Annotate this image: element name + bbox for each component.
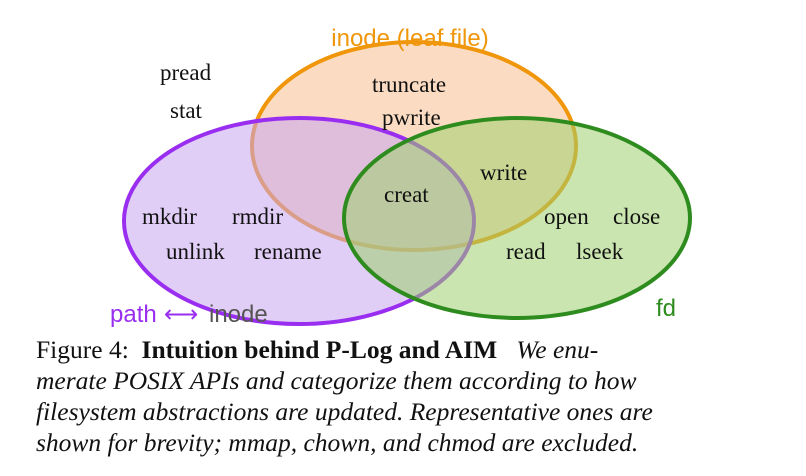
fd-set-label: fd (656, 295, 676, 322)
api-read: read (506, 239, 546, 264)
venn-diagram: inode (leaf file) path ⟷ inode fd pread … (110, 25, 692, 328)
api-rmdir: rmdir (232, 204, 283, 229)
caption-line-1: Figure 4: Intuition behind P-Log and AIM… (36, 334, 776, 365)
api-creat: creat (384, 182, 429, 207)
caption-text-4: shown for brevity; mmap, chown, and chmo… (36, 428, 639, 457)
caption-text-3: filesystem abstractions are updated. Rep… (36, 397, 653, 426)
fd-set-ellipse (342, 116, 692, 320)
figure-title: Intuition behind P-Log and AIM (141, 335, 498, 364)
figure-caption: Figure 4: Intuition behind P-Log and AIM… (36, 334, 776, 458)
path-set-label: path (110, 301, 157, 328)
inode-relation-label: inode (209, 301, 268, 328)
api-close: close (613, 204, 660, 229)
caption-text-2: merate POSIX APIs and categorize them ac… (36, 366, 637, 395)
api-write: write (480, 160, 527, 185)
api-pread: pread (160, 60, 212, 85)
api-truncate: truncate (372, 72, 446, 97)
figure-label: Figure 4: (36, 335, 129, 364)
api-lseek: lseek (576, 239, 624, 264)
inode-set-label: inode (leaf file) (331, 25, 488, 52)
api-unlink: unlink (166, 239, 225, 264)
api-open: open (544, 204, 589, 229)
caption-text-1: We enu- (516, 335, 599, 364)
path-inode-arrow: ⟷ (164, 301, 198, 328)
api-mkdir: mkdir (142, 204, 197, 229)
api-stat: stat (170, 98, 203, 123)
api-pwrite: pwrite (382, 105, 441, 130)
api-rename: rename (254, 239, 322, 264)
